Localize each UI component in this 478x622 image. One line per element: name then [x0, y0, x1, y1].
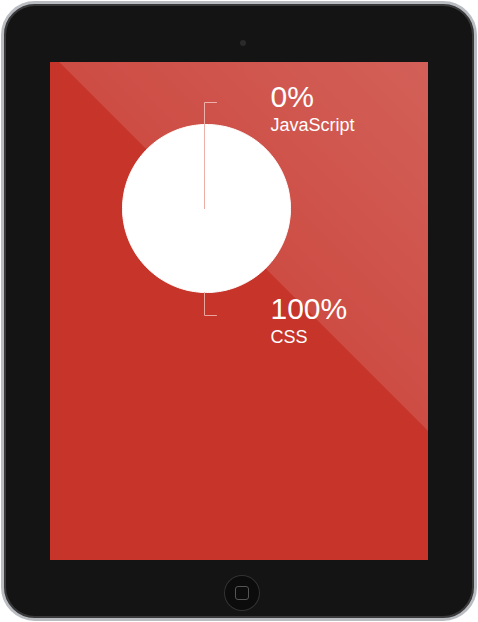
svg-text:0%: 0%	[271, 80, 314, 113]
svg-text:JavaScript: JavaScript	[271, 115, 355, 135]
svg-text:CSS: CSS	[271, 327, 308, 347]
svg-text:100%: 100%	[271, 292, 348, 325]
